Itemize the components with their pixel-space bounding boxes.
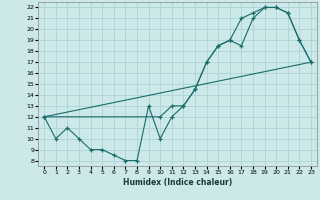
X-axis label: Humidex (Indice chaleur): Humidex (Indice chaleur) <box>123 178 232 187</box>
